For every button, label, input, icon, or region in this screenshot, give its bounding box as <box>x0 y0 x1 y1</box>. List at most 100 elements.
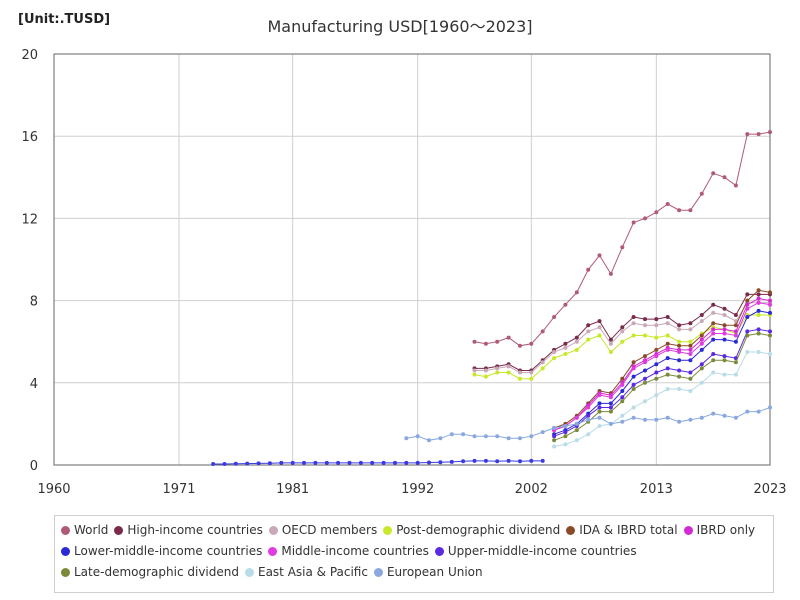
data-point <box>540 360 545 365</box>
data-point <box>415 434 420 439</box>
x-tick-label: 1960 <box>37 482 70 497</box>
y-tick-label: 8 <box>30 295 38 310</box>
data-point <box>608 405 613 410</box>
data-point <box>677 358 682 363</box>
data-point <box>586 432 591 437</box>
data-point <box>643 417 647 422</box>
data-point <box>563 434 568 439</box>
data-point <box>733 183 738 188</box>
data-point <box>324 460 329 465</box>
legend: World High-income countries OECD members Po… <box>54 515 774 593</box>
data-point <box>552 315 557 319</box>
data-point <box>597 405 602 410</box>
data-point <box>654 323 659 328</box>
data-point <box>586 413 591 418</box>
data-point <box>358 460 363 465</box>
data-point <box>381 460 386 465</box>
data-point <box>540 458 545 463</box>
data-point <box>768 329 772 334</box>
data-point <box>665 415 670 420</box>
data-point <box>597 325 602 330</box>
legend-label: High-income countries <box>127 523 263 537</box>
data-point <box>711 358 716 363</box>
data-point <box>608 350 613 354</box>
series-east-asia-pacific <box>552 350 772 449</box>
data-point <box>711 370 716 375</box>
series-middle-income-countries <box>552 300 772 433</box>
data-point <box>711 302 716 307</box>
data-point <box>620 339 625 344</box>
data-point <box>768 298 772 303</box>
legend-item: Upper-middle-income countries <box>434 543 637 560</box>
data-point <box>620 389 625 393</box>
data-point <box>631 415 636 420</box>
data-point <box>483 458 488 463</box>
data-point <box>563 341 568 346</box>
chart-title: Manufacturing USD[1960～2023] <box>267 17 533 36</box>
data-point <box>643 368 647 373</box>
data-point <box>665 372 670 377</box>
data-point <box>245 461 250 466</box>
data-point <box>654 393 659 398</box>
legend-swatch <box>683 526 693 535</box>
data-point <box>563 345 568 350</box>
legend-swatch <box>373 568 383 577</box>
data-point <box>586 417 591 422</box>
data-point <box>370 460 375 465</box>
legend-label: Late-demographic dividend <box>74 565 239 579</box>
data-point <box>631 366 636 371</box>
data-point <box>699 333 704 338</box>
data-point <box>722 327 727 332</box>
data-point <box>699 313 704 317</box>
data-point <box>733 360 738 365</box>
data-point <box>620 399 625 404</box>
data-point <box>620 325 625 330</box>
legend-item: Late-demographic dividend <box>61 564 239 581</box>
series-european-union <box>404 405 772 443</box>
data-point <box>608 271 613 276</box>
data-point <box>665 202 670 206</box>
data-point <box>756 313 761 317</box>
legend-item: East Asia & Pacific <box>244 564 368 581</box>
data-point <box>654 376 659 381</box>
plot-area <box>53 53 771 466</box>
data-point <box>643 216 647 221</box>
data-point <box>608 401 613 406</box>
data-point <box>688 343 693 348</box>
data-point <box>586 405 591 410</box>
data-point <box>711 331 716 336</box>
data-point <box>643 376 647 381</box>
data-point <box>597 393 602 398</box>
data-point <box>597 253 602 258</box>
legend-item: IDA & IBRD total <box>566 522 678 539</box>
series-line-unnamed <box>213 460 543 465</box>
data-point <box>711 337 716 342</box>
data-point <box>756 331 761 336</box>
data-point <box>506 436 511 441</box>
data-point <box>574 335 579 340</box>
data-point <box>745 329 750 334</box>
data-point <box>563 424 568 428</box>
legend-label: Post-demographic dividend <box>396 523 561 537</box>
data-point <box>745 306 750 311</box>
x-tick-label: 1981 <box>276 482 309 497</box>
data-point <box>756 308 761 313</box>
data-point <box>313 460 318 465</box>
data-point <box>677 339 682 344</box>
legend-item: High-income countries <box>114 522 263 539</box>
legend-swatch <box>61 547 70 556</box>
data-point <box>427 460 431 465</box>
data-point <box>483 434 488 439</box>
data-point <box>597 319 602 324</box>
data-point <box>733 339 738 344</box>
data-point <box>393 460 397 465</box>
data-point <box>552 426 557 430</box>
data-point <box>722 358 727 363</box>
data-point <box>745 315 750 319</box>
data-point <box>643 360 647 365</box>
legend-item: European Union <box>373 564 483 581</box>
legend-label: World <box>74 523 109 537</box>
legend-swatch <box>61 526 70 535</box>
data-point <box>267 461 272 466</box>
legend-swatch <box>383 526 393 535</box>
